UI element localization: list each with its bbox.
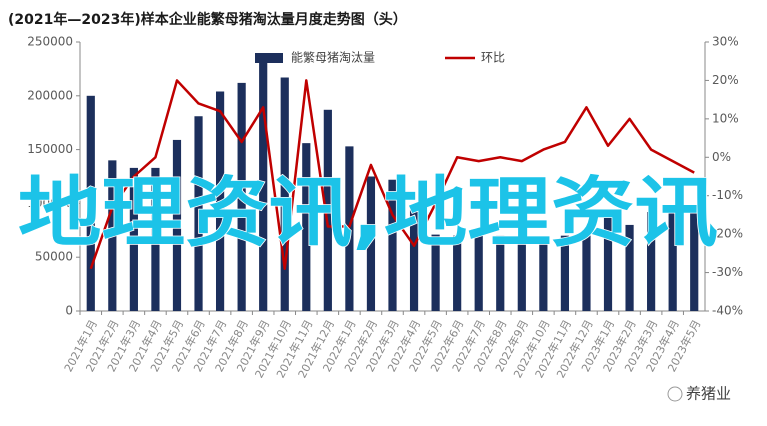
y2-tick-label: 30% <box>712 35 739 49</box>
chart-title: (2021年—2023年)样本企业能繁母猪淘汰量月度走势图（头） <box>8 11 407 28</box>
y-tick-label: 250000 <box>27 35 73 49</box>
y-tick-label: 0 <box>65 304 73 318</box>
bar <box>668 205 677 311</box>
y2-tick-label: -30% <box>712 265 743 279</box>
y-tick-label: 150000 <box>27 142 73 156</box>
bar <box>129 167 138 311</box>
bar <box>323 109 332 312</box>
bar <box>366 176 376 311</box>
source-icon <box>667 386 683 402</box>
y-tick-label: 200000 <box>27 88 73 102</box>
bar <box>172 139 182 311</box>
bar <box>108 160 117 311</box>
bar <box>474 233 483 311</box>
y-tick-label: 100000 <box>27 196 73 210</box>
bar <box>539 237 548 311</box>
y2-tick-label: 20% <box>712 73 739 87</box>
bar <box>647 212 656 311</box>
y2-tick-label: 10% <box>712 111 739 125</box>
line <box>89 79 695 270</box>
legend-label: 环比 <box>481 51 505 65</box>
bar <box>582 232 591 311</box>
bar <box>86 95 95 311</box>
bar <box>388 179 397 311</box>
y2-tick-label: -10% <box>712 188 743 202</box>
bar <box>603 209 613 311</box>
bar <box>151 167 160 311</box>
y-tick-label: 50000 <box>35 250 73 264</box>
source-mark: 养猪业 <box>686 385 731 403</box>
legend-label: 能繁母猪淘汰量 <box>291 50 375 65</box>
bar <box>517 235 526 311</box>
bar <box>496 235 505 311</box>
bar <box>280 77 289 312</box>
bar <box>259 62 268 311</box>
bar <box>560 235 570 311</box>
bar <box>345 146 354 311</box>
bar <box>431 234 440 311</box>
bar <box>453 235 462 311</box>
watermark: 地理资讯,地理资讯 <box>18 168 718 257</box>
bar <box>409 209 419 311</box>
bar <box>194 116 203 311</box>
legend-swatch <box>255 53 283 63</box>
y2-tick-label: 0% <box>712 150 731 164</box>
bar <box>302 143 311 311</box>
bar <box>215 91 225 311</box>
bar <box>625 224 634 311</box>
bar <box>690 207 699 311</box>
y2-tick-label: -20% <box>712 227 743 241</box>
bar <box>237 82 246 311</box>
y2-tick-label: -40% <box>712 304 743 318</box>
